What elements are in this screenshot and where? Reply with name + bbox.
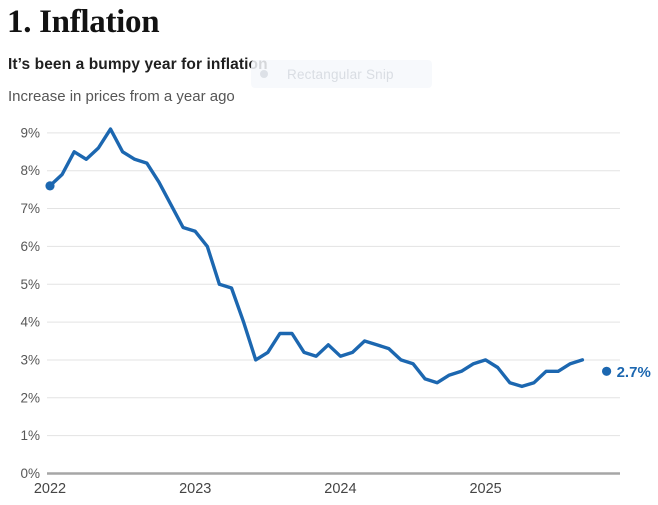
- y-tick-label: 2%: [20, 390, 40, 405]
- x-tick-label: 2022: [34, 481, 66, 497]
- y-tick-label: 4%: [20, 315, 40, 330]
- y-tick-label: 6%: [20, 239, 40, 254]
- series-layer: [45, 127, 612, 389]
- chart-title: It’s been a bumpy year for inflation: [8, 56, 268, 73]
- series-start-dot: [45, 181, 55, 191]
- y-tick-label: 0%: [20, 466, 40, 481]
- y-tick-label: 5%: [20, 277, 40, 292]
- y-tick-label: 8%: [20, 163, 40, 178]
- section-title: 1. Inflation: [7, 4, 160, 40]
- latest-value-label: 2.7%: [617, 364, 651, 381]
- x-tick-label: 2025: [469, 481, 501, 497]
- latest-dot: [602, 366, 612, 376]
- y-tick-label: 1%: [20, 428, 40, 443]
- y-tick-label: 3%: [20, 352, 40, 367]
- chart-subtitle: Increase in prices from a year ago: [8, 88, 235, 105]
- grid-layer: [47, 132, 620, 475]
- inflation-line: [48, 127, 585, 389]
- y-tick-label: 9%: [20, 125, 40, 140]
- label-layer: 0% 1% 2% 3% 4% 5% 6% 7% 8% 9% 2022 2023 2024 2025 2.7%: [20, 125, 650, 497]
- y-tick-label: 7%: [20, 201, 40, 216]
- x-tick-label: 2023: [179, 481, 211, 497]
- x-tick-label: 2024: [324, 481, 356, 497]
